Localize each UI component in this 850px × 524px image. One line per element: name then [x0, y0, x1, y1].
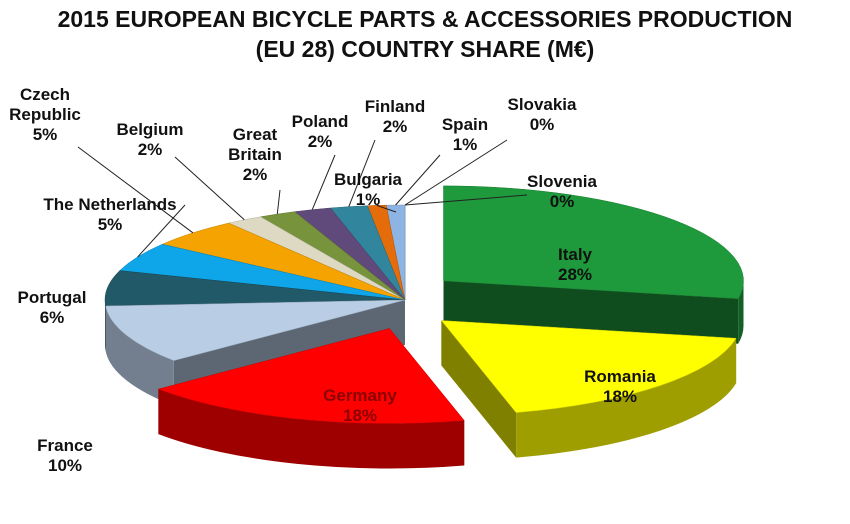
- slice-side: [105, 306, 174, 406]
- leader-line: [174, 156, 245, 221]
- slice-label: Bulgaria 1%: [328, 170, 408, 210]
- leader-line: [276, 189, 281, 215]
- value-label: 1%: [452, 135, 478, 154]
- value-label: 2%: [307, 132, 333, 151]
- value-label: 5%: [32, 125, 58, 144]
- category-label: Belgium: [116, 120, 184, 139]
- value-label: 2%: [137, 140, 163, 159]
- leader-line: [311, 154, 336, 210]
- slice-label: France 10%: [20, 436, 110, 476]
- leader-line: [348, 139, 376, 207]
- slice-label: Spain 1%: [430, 115, 500, 155]
- value-label: 0%: [529, 115, 555, 134]
- slice-label: Slovakia 0%: [497, 95, 587, 135]
- category-label: Great Britain: [228, 125, 282, 164]
- leader-line: [77, 146, 194, 234]
- value-label: 1%: [355, 190, 381, 209]
- value-label: 2%: [382, 117, 408, 136]
- category-label: Bulgaria: [333, 170, 403, 189]
- value-label: 18%: [602, 387, 638, 406]
- slice-label: Czech Republic 5%: [5, 85, 85, 145]
- slice-label: Finland 2%: [355, 97, 435, 137]
- slice-label: Portugal 6%: [0, 288, 107, 328]
- chart-subtitle: (EU 28) COUNTRY SHARE (M€): [255, 36, 595, 62]
- slice-side: [516, 338, 737, 458]
- slice-face: [441, 320, 517, 458]
- slice-label: Belgium 2%: [105, 120, 195, 160]
- value-label: 6%: [39, 308, 65, 327]
- category-label: Slovenia: [527, 172, 597, 191]
- leader-line: [404, 139, 508, 206]
- category-label: Poland: [291, 112, 349, 131]
- category-label: Germany: [323, 386, 397, 405]
- category-label: France: [37, 436, 93, 455]
- leader-line: [137, 204, 186, 258]
- slice: [440, 320, 737, 413]
- category-label: Czech Republic: [9, 85, 81, 124]
- slice-side: [105, 300, 106, 351]
- category-label: Spain: [441, 115, 489, 134]
- category-label: Italy: [557, 245, 593, 264]
- slice-side: [158, 389, 465, 469]
- category-label: Slovakia: [507, 95, 577, 114]
- value-label: 5%: [97, 215, 123, 234]
- slice-label: The Netherlands 5%: [25, 195, 195, 235]
- category-label: Finland: [364, 97, 426, 116]
- category-label: Romania: [584, 367, 656, 386]
- category-label: The Netherlands: [43, 195, 177, 214]
- value-label: 2%: [242, 165, 268, 184]
- value-label: 28%: [557, 265, 593, 284]
- slice-label: Poland 2%: [280, 112, 360, 152]
- slice: [157, 328, 465, 424]
- slice: [105, 299, 406, 361]
- chart-title: 2015 EUROPEAN BICYCLE PARTS & ACCESSORIE…: [57, 6, 793, 32]
- slice-label: Romania 18%: [560, 367, 680, 407]
- slice-label: Germany 18%: [300, 386, 420, 426]
- leader-line: [376, 204, 397, 213]
- leader-line: [404, 194, 528, 206]
- slice-label: Italy 28%: [515, 245, 635, 285]
- slice-label: Great Britain 2%: [220, 125, 290, 185]
- slice: [443, 185, 744, 299]
- value-label: 10%: [47, 456, 83, 475]
- category-label: Portugal: [17, 288, 87, 307]
- value-label: 18%: [342, 406, 378, 425]
- slice-label: Slovenia 0%: [517, 172, 607, 212]
- value-label: 0%: [549, 192, 575, 211]
- leader-line: [395, 154, 441, 206]
